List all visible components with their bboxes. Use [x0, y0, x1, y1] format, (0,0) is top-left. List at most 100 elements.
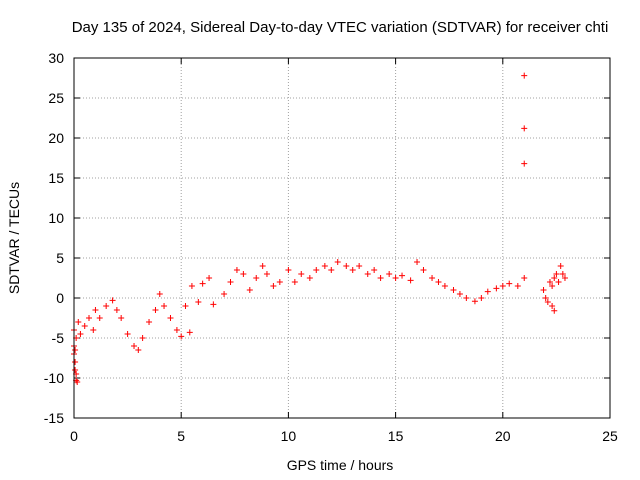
- data-point: [227, 279, 234, 285]
- data-point: [549, 283, 556, 289]
- data-point: [364, 271, 371, 277]
- data-point: [113, 307, 120, 313]
- data-point: [152, 307, 159, 313]
- data-point: [544, 299, 551, 305]
- y-axis-ticks: -15 -10 -5 0 5 10 15 20 25 30: [44, 50, 610, 426]
- data-point: [103, 303, 110, 309]
- data-point: [306, 275, 313, 281]
- data-point: [506, 280, 513, 287]
- data-point: [542, 295, 549, 301]
- data-point: [298, 271, 305, 277]
- data-point: [72, 367, 79, 373]
- data-point: [321, 263, 328, 269]
- data-point: [478, 295, 485, 301]
- data-point: [521, 275, 528, 281]
- data-point: [221, 291, 228, 297]
- x-tick-label: 5: [177, 428, 185, 444]
- data-point: [96, 315, 103, 321]
- data-point: [414, 259, 421, 265]
- data-point: [555, 279, 562, 285]
- data-point: [429, 275, 436, 281]
- data-point: [240, 271, 247, 277]
- y-axis-label: SDTVAR / TECUs: [6, 182, 22, 294]
- data-point: [77, 331, 84, 337]
- data-point: [514, 283, 521, 289]
- data-point: [392, 275, 399, 281]
- data-points: [71, 72, 568, 385]
- y-tick-label: 5: [56, 250, 64, 266]
- data-point: [557, 263, 564, 269]
- data-point: [118, 315, 125, 321]
- data-point: [188, 283, 195, 289]
- data-point: [182, 303, 189, 309]
- data-point: [450, 287, 457, 293]
- y-tick-label: 25: [48, 90, 64, 106]
- data-point: [81, 323, 88, 329]
- data-point: [124, 331, 131, 337]
- data-point: [199, 280, 206, 287]
- data-point: [493, 285, 500, 292]
- data-point: [521, 160, 528, 167]
- y-tick-label: 20: [48, 130, 64, 146]
- data-point: [399, 272, 406, 279]
- data-point: [178, 333, 185, 340]
- data-point: [131, 343, 138, 349]
- data-point: [109, 297, 116, 304]
- data-point: [263, 271, 270, 277]
- data-point: [173, 327, 180, 333]
- data-point: [156, 291, 163, 297]
- data-point: [328, 267, 335, 273]
- data-point: [270, 283, 277, 289]
- data-point: [186, 329, 193, 336]
- y-tick-label: 0: [56, 290, 64, 306]
- data-point: [334, 259, 341, 265]
- data-point: [484, 288, 491, 295]
- data-point: [210, 301, 217, 308]
- data-point: [551, 307, 558, 314]
- series-late-cluster: [540, 263, 568, 314]
- grid: [74, 58, 610, 418]
- data-point: [139, 335, 146, 341]
- data-point: [561, 275, 568, 281]
- y-tick-label: -15: [44, 410, 64, 426]
- data-point: [146, 319, 153, 325]
- y-tick-label: -5: [52, 330, 65, 346]
- data-point: [559, 271, 566, 277]
- data-point: [313, 267, 320, 273]
- data-point: [551, 275, 558, 281]
- data-point: [167, 315, 174, 321]
- data-point: [521, 125, 528, 132]
- data-point: [463, 295, 470, 301]
- x-tick-label: 15: [388, 428, 404, 444]
- data-point: [546, 279, 553, 285]
- plot-frame: [73, 57, 611, 419]
- data-point: [86, 315, 93, 321]
- data-point: [521, 72, 528, 79]
- data-point: [553, 271, 560, 277]
- data-point: [259, 263, 266, 269]
- y-tick-label: 10: [48, 210, 64, 226]
- x-tick-label: 0: [70, 428, 78, 444]
- x-tick-label: 20: [495, 428, 511, 444]
- x-axis-ticks: 0 5 10 15 20 25: [70, 58, 618, 444]
- data-point: [377, 275, 384, 281]
- data-point: [435, 279, 442, 285]
- data-point: [471, 298, 478, 305]
- data-point: [456, 291, 463, 297]
- data-point: [549, 303, 556, 309]
- series-drop-near-zero: [71, 343, 81, 385]
- data-point: [74, 379, 81, 385]
- data-point: [291, 279, 298, 285]
- data-point: [276, 279, 283, 285]
- data-point: [161, 303, 168, 309]
- series-main-band: [71, 259, 528, 353]
- y-tick-label: -10: [44, 370, 64, 386]
- data-point: [75, 319, 82, 325]
- series-outliers: [186, 72, 528, 336]
- data-point: [195, 299, 202, 305]
- y-tick-label: 30: [48, 50, 64, 66]
- y-tick-label: 15: [48, 170, 64, 186]
- x-tick-label: 25: [602, 428, 618, 444]
